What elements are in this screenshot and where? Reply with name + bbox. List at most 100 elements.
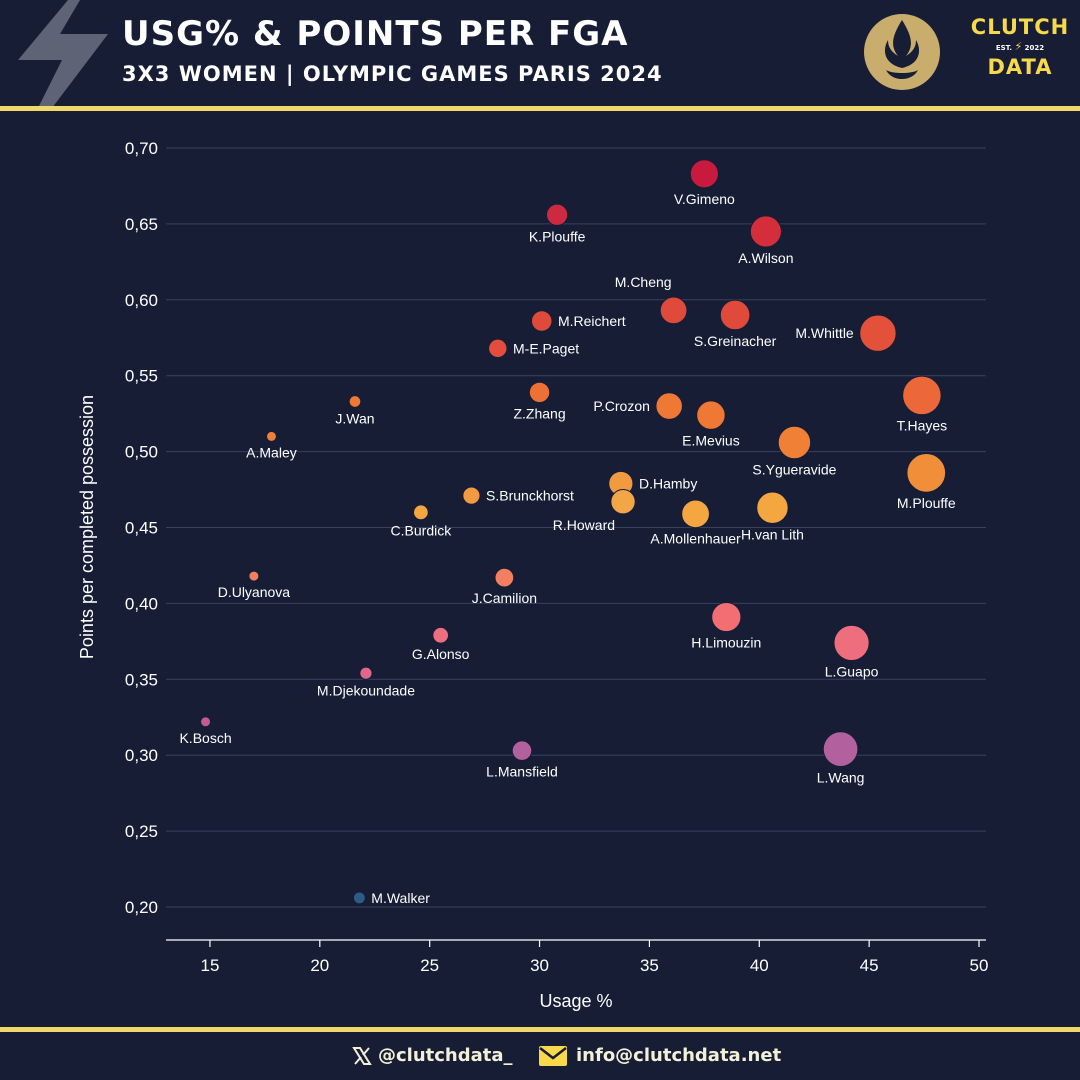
clutch-data-logo: CLUTCH EST. ⚡ 2022 DATA bbox=[970, 16, 1070, 78]
data-point bbox=[462, 486, 481, 505]
data-point bbox=[681, 499, 710, 529]
data-point bbox=[756, 491, 789, 524]
data-point bbox=[412, 504, 429, 521]
data-point bbox=[906, 453, 947, 493]
data-points: V.Gimeno K.Plouffe A.Wilson M.Cheng S.Greina… bbox=[179, 159, 956, 906]
data-point bbox=[659, 296, 688, 325]
data-point bbox=[494, 567, 515, 588]
data-point bbox=[359, 666, 373, 680]
data-point bbox=[777, 425, 812, 460]
x-axis: 15 20 25 30 35 40 45 50 bbox=[166, 939, 989, 975]
point-label: M.Djekoundade bbox=[317, 682, 415, 698]
x-tick-label: 20 bbox=[310, 956, 329, 975]
data-point bbox=[348, 395, 362, 408]
x-tick-label: 40 bbox=[750, 956, 769, 975]
brand-est-line: EST. ⚡ 2022 bbox=[970, 38, 1070, 56]
chart-title: USG% & POINTS PER FGA bbox=[122, 14, 629, 54]
y-tick-label: 0,45 bbox=[125, 519, 158, 538]
data-point bbox=[200, 716, 212, 728]
point-label: D.Hamby bbox=[639, 475, 697, 491]
olympic-flame-logo-icon bbox=[864, 14, 940, 90]
data-point bbox=[833, 624, 870, 661]
point-label: Z.Zhang bbox=[513, 406, 565, 422]
data-point bbox=[711, 601, 742, 633]
data-point bbox=[352, 891, 366, 905]
y-tick-label: 0,70 bbox=[125, 139, 158, 158]
data-point bbox=[511, 740, 533, 761]
point-label: E.Mevius bbox=[682, 432, 740, 448]
data-point bbox=[610, 489, 636, 515]
brand-name-top: CLUTCH bbox=[970, 15, 1070, 39]
point-label: M-E.Paget bbox=[513, 340, 579, 356]
point-label: H.Limouzin bbox=[691, 635, 761, 651]
brand-year: 2022 bbox=[1024, 44, 1045, 52]
y-tick-label: 0,20 bbox=[125, 898, 158, 917]
y-tick-labels: 0,20 0,25 0,30 0,35 0,40 0,45 0,50 0,55 0,60 0,65… bbox=[125, 139, 158, 917]
data-point bbox=[719, 299, 751, 331]
brand-est: EST. bbox=[995, 44, 1013, 52]
point-label: H.van Lith bbox=[741, 526, 804, 542]
x-tick-label: 25 bbox=[420, 956, 439, 975]
data-point bbox=[528, 381, 551, 404]
point-label: V.Gimeno bbox=[674, 191, 735, 207]
data-point bbox=[248, 570, 260, 582]
x-tick-label: 35 bbox=[640, 956, 659, 975]
footer-rule bbox=[0, 1027, 1080, 1032]
data-point bbox=[696, 400, 726, 430]
y-axis-label: Points per completed possession bbox=[77, 395, 97, 659]
contact-email[interactable]: info@clutchdata.net bbox=[576, 1045, 782, 1066]
point-label: S.Ygueravide bbox=[752, 462, 836, 478]
x-tick-label: 45 bbox=[860, 956, 879, 975]
point-label: S.Brunckhorst bbox=[486, 488, 574, 504]
x-tick-label: 30 bbox=[530, 956, 549, 975]
point-label: A.Wilson bbox=[738, 250, 793, 266]
y-tick-label: 0,60 bbox=[125, 291, 158, 310]
point-label: L.Mansfield bbox=[486, 763, 558, 779]
point-label: A.Maley bbox=[246, 444, 297, 460]
x-tick-label: 50 bbox=[970, 956, 989, 975]
data-point bbox=[546, 203, 569, 226]
mail-icon bbox=[539, 1046, 567, 1066]
point-label: M.Plouffe bbox=[897, 495, 956, 511]
data-point bbox=[689, 159, 719, 189]
y-tick-label: 0,50 bbox=[125, 443, 158, 462]
chart-subtitle: 3X3 WOMEN | OLYMPIC GAMES PARIS 2024 bbox=[122, 62, 663, 86]
brand-bolt-icon: ⚡ bbox=[1014, 40, 1023, 53]
point-label: M.Whittle bbox=[795, 325, 854, 341]
data-point bbox=[859, 314, 897, 352]
point-label: J.Camilion bbox=[472, 590, 537, 606]
x-twitter-icon bbox=[352, 1047, 372, 1065]
header-rule bbox=[0, 106, 1080, 111]
twitter-handle[interactable]: @clutchdata_ bbox=[378, 1045, 513, 1066]
point-label: S.Greinacher bbox=[694, 333, 777, 349]
data-point bbox=[530, 310, 553, 332]
header: USG% & POINTS PER FGA 3X3 WOMEN | OLYMPI… bbox=[0, 0, 1080, 108]
point-label: K.Plouffe bbox=[529, 228, 586, 244]
footer: @clutchdata_ info@clutchdata.net bbox=[0, 1034, 1080, 1080]
point-label: C.Burdick bbox=[391, 523, 453, 539]
point-label: D.Ulyanova bbox=[218, 584, 291, 600]
lightning-bolt-icon bbox=[18, 0, 108, 108]
y-tick-label: 0,30 bbox=[125, 746, 158, 765]
point-label: J.Wan bbox=[335, 410, 374, 426]
point-label: A.Mollenhauer bbox=[650, 531, 741, 547]
y-tick-label: 0,55 bbox=[125, 367, 158, 386]
data-point bbox=[265, 430, 277, 442]
point-label: K.Bosch bbox=[179, 730, 231, 746]
point-label: L.Guapo bbox=[825, 663, 879, 679]
brand-name-bottom: DATA bbox=[987, 55, 1053, 79]
scatter-chart: 0,20 0,25 0,30 0,35 0,40 0,45 0,50 0,55 0,60 0,65… bbox=[77, 139, 989, 1011]
point-label: M.Reichert bbox=[558, 313, 626, 329]
y-tick-label: 0,40 bbox=[125, 594, 158, 613]
y-tick-label: 0,25 bbox=[125, 822, 158, 841]
point-label: M.Cheng bbox=[615, 274, 672, 290]
point-label: R.Howard bbox=[553, 517, 615, 533]
data-point bbox=[902, 375, 942, 416]
y-tick-label: 0,65 bbox=[125, 215, 158, 234]
point-label: T.Hayes bbox=[897, 418, 948, 434]
x-tick-label: 15 bbox=[200, 956, 219, 975]
data-point bbox=[488, 338, 508, 359]
data-point bbox=[655, 392, 683, 420]
data-point bbox=[432, 626, 450, 644]
data-point bbox=[822, 731, 859, 767]
